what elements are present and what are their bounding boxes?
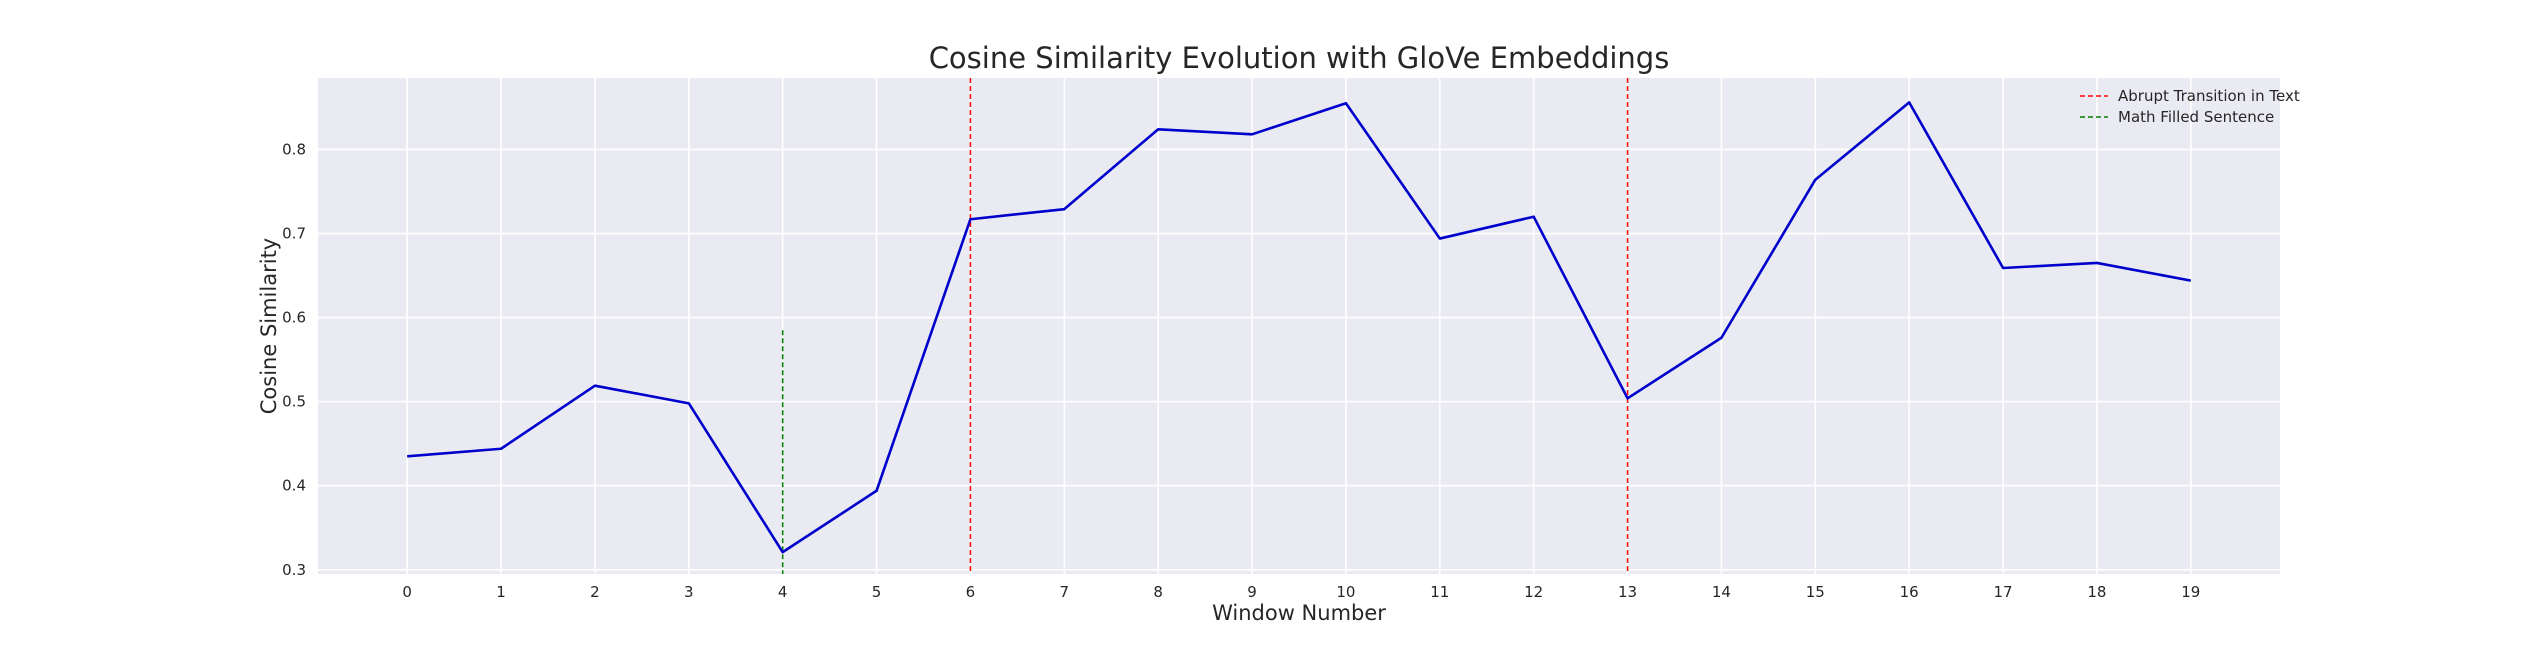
x-tick-label: 6 <box>966 583 976 601</box>
x-axis-label: Window Number <box>1212 601 1386 625</box>
vertical-markers <box>781 78 1629 574</box>
y-tick-label: 0.3 <box>282 561 306 579</box>
x-tick-label: 15 <box>1806 583 1825 601</box>
legend: Abrupt Transition in Text Math Filled Sen… <box>2080 87 2300 126</box>
y-axis-label: Cosine Similarity <box>257 238 281 414</box>
plot-background <box>318 78 2280 574</box>
y-tick-labels: 0.3 0.4 0.5 0.6 0.7 0.8 <box>282 140 306 578</box>
x-tick-label: 18 <box>2087 583 2106 601</box>
x-tick-label: 5 <box>872 583 882 601</box>
x-tick-label: 11 <box>1430 583 1449 601</box>
x-tick-label: 16 <box>1900 583 1919 601</box>
legend-label: Math Filled Sentence <box>2118 108 2274 126</box>
chart-title: Cosine Similarity Evolution with GloVe E… <box>929 41 1670 75</box>
series-line <box>407 101 2192 554</box>
x-tick-label: 13 <box>1618 583 1637 601</box>
y-tick-label: 0.7 <box>282 225 306 243</box>
y-tick-label: 0.8 <box>282 140 306 158</box>
x-tick-label: 19 <box>2181 583 2200 601</box>
y-tick-label: 0.4 <box>282 477 306 495</box>
x-tick-label: 2 <box>590 583 600 601</box>
x-tick-label: 14 <box>1712 583 1731 601</box>
x-tick-label: 12 <box>1524 583 1543 601</box>
x-tick-label: 9 <box>1247 583 1257 601</box>
x-tick-label: 8 <box>1153 583 1163 601</box>
x-tick-labels: 0 1 2 3 4 5 6 7 8 9 10 11 12 13 14 15 16 17 18 19 <box>402 583 2200 601</box>
x-tick-label: 7 <box>1060 583 1070 601</box>
x-tick-label: 17 <box>1994 583 2013 601</box>
x-tick-label: 4 <box>778 583 788 601</box>
x-tick-label: 1 <box>496 583 506 601</box>
x-tick-label: 10 <box>1336 583 1355 601</box>
y-tick-label: 0.5 <box>282 393 306 411</box>
x-tick-label: 3 <box>684 583 694 601</box>
y-tick-label: 0.6 <box>282 309 306 327</box>
series <box>407 101 2192 554</box>
x-tick-label: 0 <box>402 583 412 601</box>
legend-label: Abrupt Transition in Text <box>2118 87 2300 105</box>
